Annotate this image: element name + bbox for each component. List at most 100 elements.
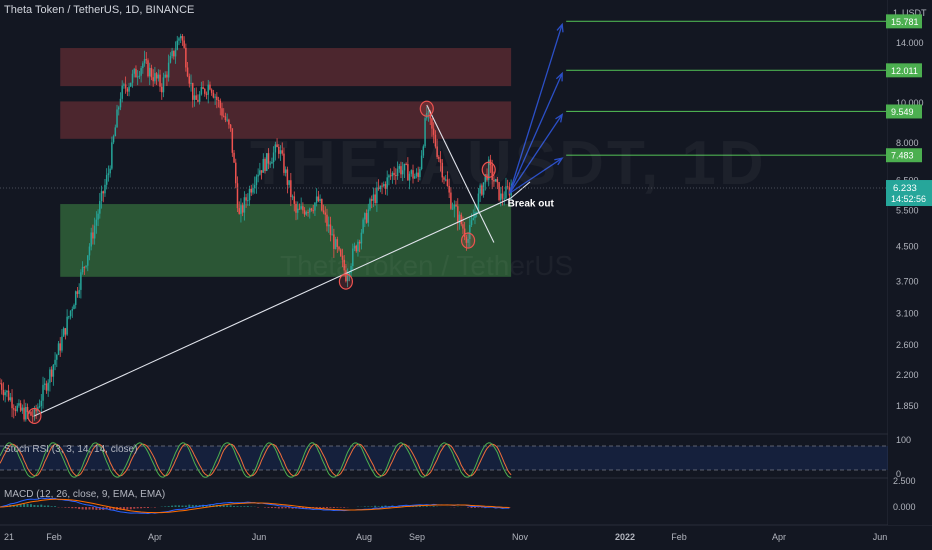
candle-body [52,364,55,377]
candle-body [505,186,507,199]
candle-body [412,170,414,179]
candle-body [286,169,289,185]
candle-body [107,173,110,176]
macd-label[interactable]: MACD (12, 26, close, 9, EMA, EMA) [4,489,166,500]
candle-body [446,179,449,186]
macd-histogram-bar [222,505,225,507]
candle-body [383,184,385,187]
macd-histogram-bar [171,505,174,507]
macd-histogram-bar [74,507,77,509]
candle-body [131,73,134,83]
candle-body [162,77,165,93]
candle-body [64,328,67,335]
time-tick-label: Aug [356,532,372,542]
candle-body [307,212,309,214]
macd-histogram-bar [23,503,26,507]
macd-histogram-bar [50,506,53,507]
candle-body [415,172,418,177]
candle-body [231,128,234,153]
macd-histogram-bar [470,507,473,509]
candle-body [260,170,263,173]
candle-body [40,400,43,407]
macd-histogram-bar [281,507,284,509]
pivot-circle [460,232,476,249]
candle-body [33,408,36,417]
candle-body [345,270,347,282]
candle-body [358,241,361,244]
candle-body [56,354,58,360]
candle-body [475,211,478,213]
candle-body [124,84,127,89]
candle-body [238,208,240,214]
candle-body [407,164,409,181]
candle-body [200,87,203,95]
macd-histogram-bar [425,506,428,507]
candle-body [400,166,402,175]
time-tick-label: Feb [671,532,687,542]
candle-body [265,153,268,171]
candle-body [451,208,454,210]
candle-body [193,95,196,100]
candle-body [26,407,29,413]
candle-body [424,118,426,147]
macd-histogram-bar [284,507,287,509]
candle-body [279,150,282,154]
candle-body [348,272,351,276]
candle-body [71,309,74,311]
candle-body [448,185,450,193]
candle-body [76,291,79,294]
candle-body [19,403,22,411]
macd-histogram-bar [177,505,180,507]
candle-body [484,174,487,183]
target-arrow-head [555,71,563,82]
candle-body [295,203,297,213]
target-price-label: 7.483 [891,151,914,161]
time-tick-label: Sep [409,532,425,542]
candle-body [38,406,41,408]
candle-body [198,94,201,102]
candle-body [291,196,294,198]
candle-body [130,82,132,87]
candle-body [21,407,24,411]
price-tick-label: 3.700 [896,277,919,287]
candle-body [126,88,129,92]
candle-body [161,86,163,93]
macd-histogram-bar [473,507,476,508]
candle-body [309,208,311,213]
macd-histogram-bar [153,507,156,508]
candle-body [2,389,5,396]
candle-body [85,265,87,267]
candle-body [467,239,469,243]
candle-body [69,310,72,317]
breakout-annotation: Break out [508,199,555,210]
candle-body [154,73,156,82]
macd-histogram-bar [29,504,32,507]
macd-histogram-bar [43,505,46,507]
candle-body [300,206,302,209]
candle-body [62,328,65,337]
candle-body [235,162,237,184]
candle-body [143,59,146,64]
stoch-rsi-top-tick: 100 [896,435,911,445]
candle-body [500,193,502,200]
candle-body [410,170,413,174]
symbol-watermark: THETAUSDT, 1D [250,128,767,199]
macd-histogram-bar [167,506,170,507]
candle-body [315,196,318,203]
macd-histogram-bar [67,507,70,508]
candle-body [391,172,394,177]
stoch-rsi-label[interactable]: Stoch RSI (3, 3, 14, 14, close) [4,444,138,455]
macd-histogram-bar [91,507,94,510]
candle-body [341,255,344,260]
candle-body [233,152,235,163]
candle-body [472,218,475,221]
pivot-circle [338,273,354,290]
candle-body [278,147,280,154]
candle-body [61,336,63,351]
candle-body [9,397,12,401]
candle-body [331,234,333,236]
candle-body [482,182,485,195]
macd-histogram-bar [332,507,335,509]
candle-body [376,187,378,204]
